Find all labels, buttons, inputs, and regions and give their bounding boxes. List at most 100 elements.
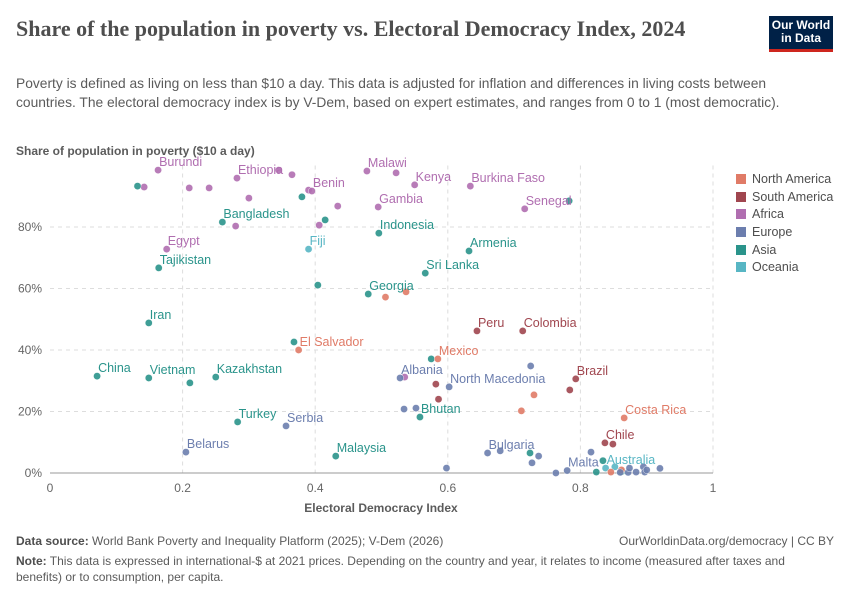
data-point[interactable] (154, 264, 163, 272)
point-label: El Salvador (300, 335, 364, 349)
point-label: Belarus (187, 437, 229, 451)
data-point[interactable] (466, 182, 475, 190)
legend-label: Asia (752, 242, 777, 257)
data-point[interactable] (410, 181, 419, 189)
legend-item[interactable]: Africa (736, 205, 833, 223)
data-point[interactable] (233, 418, 242, 426)
data-point[interactable] (421, 269, 430, 277)
data-point[interactable] (616, 468, 624, 477)
data-point[interactable] (473, 327, 481, 335)
data-point[interactable] (534, 452, 543, 460)
data-point[interactable] (625, 464, 634, 472)
data-point[interactable] (517, 407, 526, 415)
data-point[interactable] (565, 197, 573, 205)
data-point[interactable] (526, 362, 535, 370)
y-axis-label: Share of population in poverty ($10 a da… (16, 144, 255, 158)
data-point[interactable] (427, 355, 436, 363)
data-point[interactable] (308, 187, 316, 195)
data-point[interactable] (321, 216, 329, 224)
footer-note: Note: This data is expressed in internat… (16, 553, 831, 585)
data-point[interactable] (565, 386, 574, 394)
data-point[interactable] (288, 170, 296, 179)
data-point[interactable] (333, 202, 342, 210)
x-tick-label: 0.4 (307, 481, 324, 495)
footer-credit[interactable]: OurWorldinData.org/democracy | CC BY (619, 534, 834, 548)
legend-item[interactable]: Asia (736, 241, 833, 259)
data-point[interactable] (363, 167, 371, 175)
data-point[interactable] (374, 203, 382, 211)
legend-item[interactable]: North America (736, 170, 833, 188)
data-point[interactable] (364, 290, 373, 298)
data-point[interactable] (445, 383, 453, 391)
data-point[interactable] (599, 456, 607, 465)
data-point[interactable] (396, 374, 404, 382)
data-point[interactable] (133, 182, 142, 190)
data-point[interactable] (144, 319, 153, 327)
data-point[interactable] (642, 466, 651, 474)
data-point[interactable] (607, 468, 615, 476)
data-point[interactable] (290, 338, 298, 346)
data-point[interactable] (233, 174, 241, 182)
data-point[interactable] (632, 468, 640, 476)
data-point[interactable] (601, 464, 610, 472)
data-point[interactable] (186, 379, 194, 387)
data-point[interactable] (465, 247, 473, 255)
data-point[interactable] (496, 447, 504, 455)
data-point[interactable] (609, 440, 617, 448)
data-point[interactable] (185, 184, 194, 192)
data-point[interactable] (218, 218, 227, 226)
data-point[interactable] (315, 221, 323, 229)
data-point[interactable] (154, 166, 162, 174)
data-point[interactable] (211, 373, 220, 381)
data-point[interactable] (375, 229, 383, 237)
data-point[interactable] (552, 469, 560, 477)
owid-logo[interactable]: Our World in Data (769, 16, 833, 52)
data-point[interactable] (620, 414, 628, 422)
data-point[interactable] (518, 327, 527, 335)
data-point[interactable] (314, 281, 322, 289)
data-point[interactable] (231, 222, 240, 230)
data-point[interactable] (144, 374, 153, 382)
data-point[interactable] (412, 404, 420, 412)
data-point[interactable] (656, 464, 664, 473)
chart-title: Share of the population in poverty vs. E… (16, 16, 686, 41)
data-point[interactable] (282, 422, 290, 430)
data-point[interactable] (587, 448, 595, 456)
data-point[interactable] (434, 395, 443, 404)
data-point[interactable] (442, 464, 451, 472)
data-point[interactable] (601, 439, 609, 447)
y-tick-label: 80% (18, 220, 42, 234)
data-point[interactable] (392, 169, 400, 177)
data-point[interactable] (162, 245, 171, 253)
legend-item[interactable]: Oceania (736, 258, 833, 276)
data-point[interactable] (298, 193, 306, 201)
data-point[interactable] (381, 293, 390, 301)
data-point[interactable] (304, 245, 313, 253)
data-point[interactable] (245, 194, 253, 202)
data-point[interactable] (563, 466, 571, 475)
legend-item[interactable]: Europe (736, 223, 833, 241)
data-point[interactable] (526, 449, 534, 457)
data-point[interactable] (400, 405, 408, 413)
data-point[interactable] (93, 372, 101, 380)
data-point[interactable] (274, 166, 283, 174)
data-point[interactable] (528, 459, 536, 467)
data-point[interactable] (434, 355, 442, 363)
x-tick-label: 0.6 (439, 481, 456, 495)
data-point[interactable] (182, 448, 190, 456)
legend-item[interactable]: South America (736, 188, 833, 206)
data-point[interactable] (483, 449, 492, 457)
data-point[interactable] (432, 380, 440, 388)
data-point[interactable] (530, 391, 538, 399)
data-point[interactable] (402, 288, 410, 296)
data-point[interactable] (611, 463, 619, 471)
data-point[interactable] (520, 205, 529, 213)
data-point[interactable] (331, 452, 340, 460)
data-point[interactable] (294, 346, 303, 354)
data-point[interactable] (205, 184, 213, 192)
data-point[interactable] (592, 468, 601, 476)
point-label: Bangladesh (223, 207, 289, 221)
data-point[interactable] (571, 375, 580, 383)
data-point[interactable] (416, 413, 424, 421)
data-point[interactable] (140, 183, 148, 191)
